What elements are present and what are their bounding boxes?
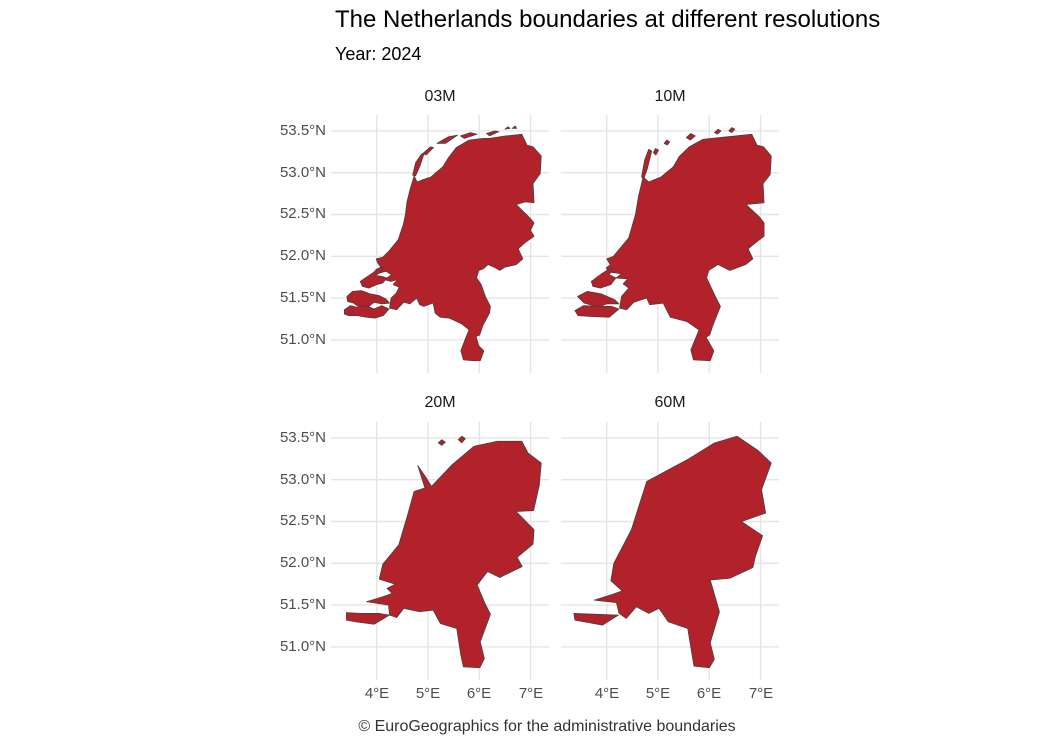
land-polygon xyxy=(436,134,459,144)
facet-strip-10m: 10M xyxy=(654,88,686,105)
y-tick-label: 51.0°N xyxy=(279,638,326,655)
y-tick-label: 53.0°N xyxy=(279,471,326,488)
land-polygon xyxy=(346,290,390,310)
y-tick-label: 52.0°N xyxy=(279,554,326,571)
y-tick-label: 52.0°N xyxy=(279,247,326,264)
y-tick-label: 52.5°N xyxy=(279,205,326,222)
land-polygon xyxy=(346,612,390,625)
y-tick-label: 53.5°N xyxy=(279,429,326,446)
land-polygon xyxy=(422,146,434,156)
land-polygon xyxy=(714,128,722,135)
y-tick-label: 51.5°N xyxy=(279,289,326,306)
x-axis-labels-col1: 4°E 5°E 6°E 7°E xyxy=(331,685,549,705)
land-polygon xyxy=(652,148,659,156)
plot-subtitle: Year: 2024 xyxy=(335,44,422,64)
y-tick-label: 53.5°N xyxy=(279,122,326,139)
land-polygon xyxy=(577,291,620,308)
facet-strip-60m: 60M xyxy=(654,394,686,411)
land-polygon xyxy=(574,305,620,318)
map-panel-03m xyxy=(331,115,549,373)
y-axis-labels-row1: 53.5°N 53.0°N 52.5°N 52.0°N 51.5°N 51.0°N xyxy=(236,115,326,373)
land-polygon xyxy=(359,266,388,289)
land-polygon xyxy=(641,148,653,180)
map-panel-20m xyxy=(331,422,549,680)
land-polygon xyxy=(663,139,671,146)
x-axis-labels-col2: 4°E 5°E 6°E 7°E xyxy=(561,685,779,705)
land-polygon xyxy=(343,305,390,319)
y-tick-label: 52.5°N xyxy=(279,512,326,529)
y-tick-label: 51.5°N xyxy=(279,596,326,613)
x-tick-label: 6°E xyxy=(466,685,492,702)
land-polygon xyxy=(593,435,772,669)
land-polygon xyxy=(366,440,542,669)
land-polygon xyxy=(590,267,617,289)
land-polygon xyxy=(573,613,619,626)
land-polygon xyxy=(486,130,500,137)
land-polygon xyxy=(728,127,736,133)
land-polygon xyxy=(375,133,542,362)
x-tick-label: 5°E xyxy=(645,685,671,702)
y-axis-labels-row2: 53.5°N 53.0°N 52.5°N 52.0°N 51.5°N 51.0°N xyxy=(236,422,326,680)
facet-strip-20m: 20M xyxy=(424,394,456,411)
x-tick-label: 4°E xyxy=(594,685,620,702)
land-polygon xyxy=(437,439,446,446)
map-panel-60m xyxy=(561,422,779,680)
land-polygon xyxy=(504,126,511,130)
land-polygon xyxy=(605,133,772,362)
y-tick-label: 53.0°N xyxy=(279,164,326,181)
land-polygon xyxy=(511,125,518,129)
land-polygon xyxy=(459,132,478,139)
plot-caption: © EuroGeographics for the administrative… xyxy=(358,718,736,735)
x-tick-label: 4°E xyxy=(364,685,390,702)
plot-title: The Netherlands boundaries at different … xyxy=(335,6,881,33)
land-polygon xyxy=(457,435,466,444)
x-tick-label: 7°E xyxy=(518,685,544,702)
x-tick-label: 7°E xyxy=(748,685,774,702)
x-tick-label: 5°E xyxy=(415,685,441,702)
land-polygon xyxy=(685,133,696,141)
map-panel-10m xyxy=(561,115,779,373)
x-tick-label: 6°E xyxy=(696,685,722,702)
facet-strip-03m: 03M xyxy=(424,88,456,105)
y-tick-label: 51.0°N xyxy=(279,331,326,348)
